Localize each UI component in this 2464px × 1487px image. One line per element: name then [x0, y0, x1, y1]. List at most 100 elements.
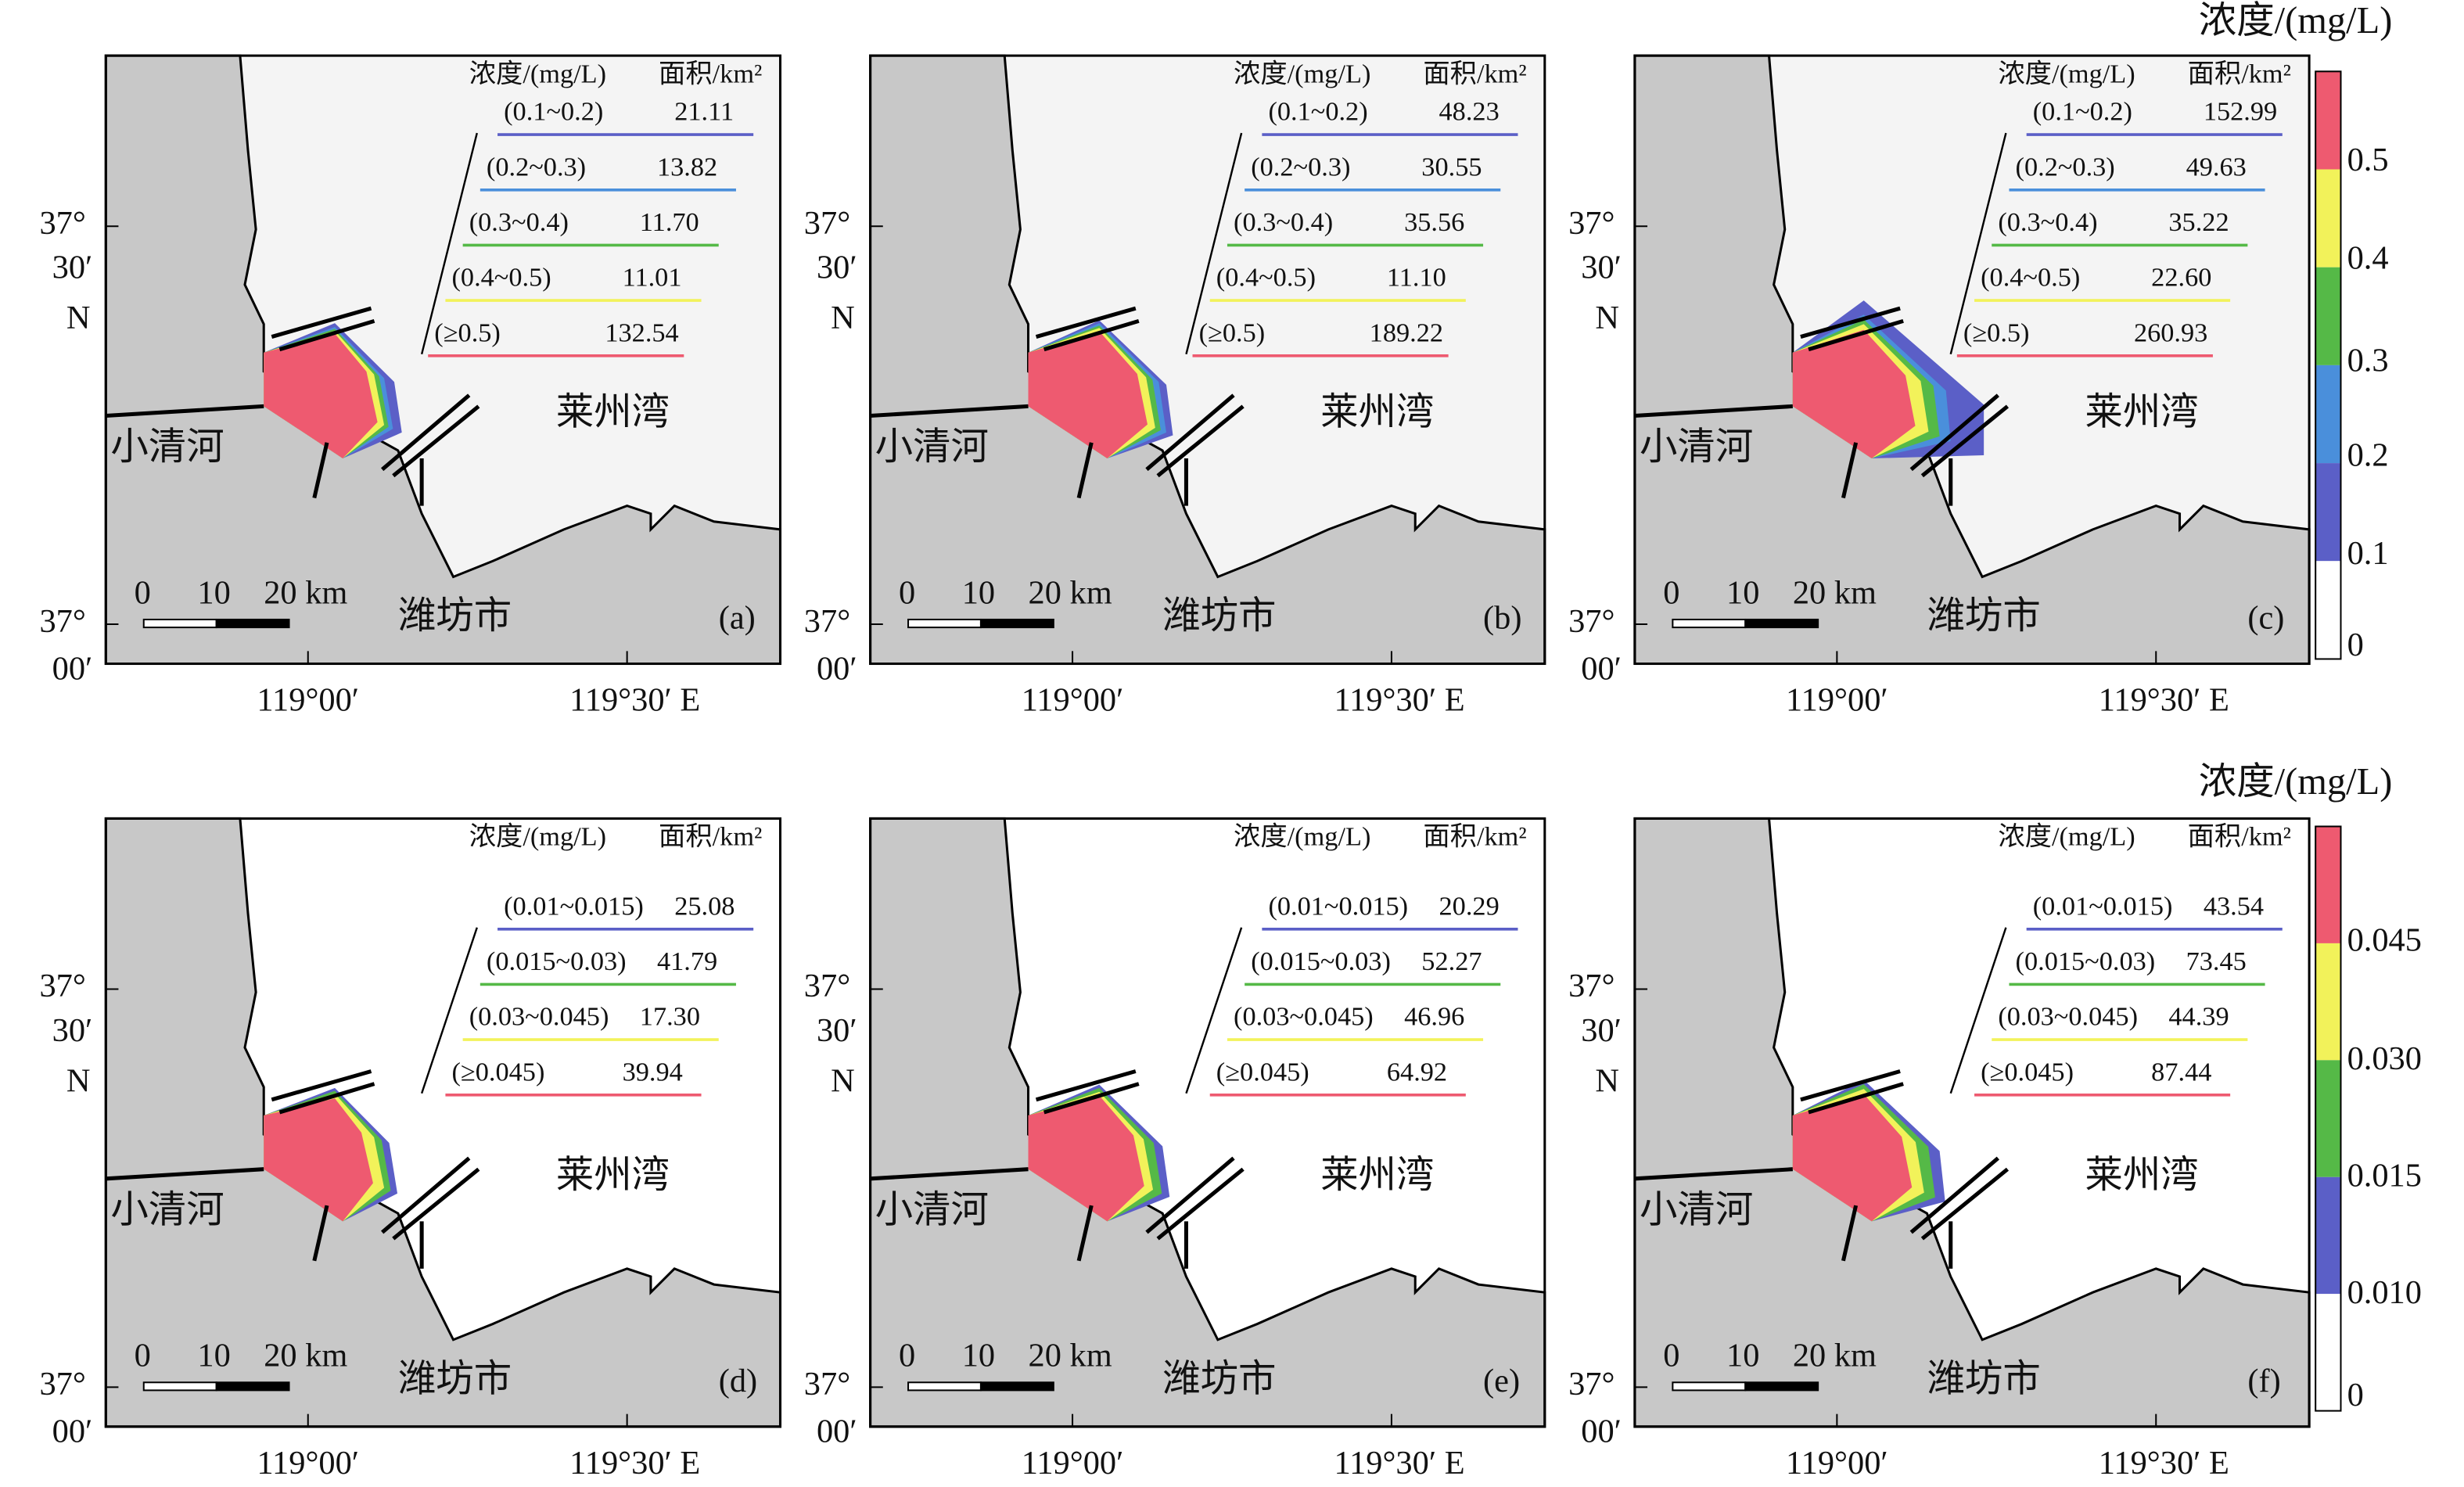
legend-range: (0.03~0.045): [1234, 1002, 1374, 1032]
scale-white: [907, 1381, 982, 1392]
legend-area: 52.27: [1421, 946, 1482, 976]
coast-line: [1076, 1205, 1094, 1262]
frame: [869, 54, 1546, 666]
coast-line: [312, 1205, 329, 1262]
lat-label: 00′: [1581, 650, 1622, 687]
frame: [1633, 54, 2311, 666]
coast-line: [1841, 442, 1859, 499]
coast-line: [1808, 1082, 1904, 1115]
scale-white: [1672, 618, 1747, 629]
legend-area: 25.08: [674, 891, 735, 921]
scale-white: [907, 618, 982, 629]
lon-label: 119°30′ E: [1334, 682, 1464, 719]
coast-line: [1800, 306, 1901, 339]
legend-header: 浓度/(mg/L): [469, 822, 606, 852]
coast-line: [1920, 1167, 2010, 1241]
legend-range: (0.01~0.015): [1268, 891, 1408, 921]
legend-range: (0.2~0.3): [1251, 152, 1350, 181]
colorbar-segment: [2315, 71, 2341, 170]
colorbar-frame: [2315, 825, 2342, 1412]
lon-label: 119°00′: [257, 682, 359, 719]
panel-label: (d): [719, 1363, 757, 1399]
coast-line: [1841, 1205, 1859, 1262]
lon-label: 119°00′: [1022, 1445, 1124, 1482]
legend-range: (0.03~0.045): [469, 1002, 609, 1032]
legend-area: 43.54: [2204, 891, 2264, 921]
coast-line: [106, 404, 264, 418]
colorbar-tick: 0.5: [2347, 142, 2389, 178]
scale-label: 10: [197, 1338, 230, 1374]
frame: [104, 54, 782, 666]
coast-line: [870, 404, 1029, 418]
lat-label: 37°: [804, 968, 850, 1004]
legend-slant: [1949, 927, 2007, 1094]
land: [869, 54, 1546, 666]
legend-area: 39.94: [623, 1057, 683, 1087]
legend-range: (0.01~0.015): [504, 891, 644, 921]
panel-label: (e): [1483, 1363, 1520, 1399]
river-label: 小清河: [1640, 1189, 1753, 1230]
colorbar-title: 浓度/(mg/L): [2199, 761, 2393, 803]
colorbar-title: 浓度/(mg/L): [2199, 0, 2393, 41]
legend-header: 面积/km²: [2188, 59, 2291, 88]
scale-label: 10: [1726, 574, 1759, 611]
lat-label: 37°: [39, 205, 85, 242]
lat-label: 37°: [1568, 968, 1615, 1004]
legend-header: 浓度/(mg/L): [1234, 59, 1370, 88]
legend-header: 面积/km²: [1423, 822, 1526, 852]
legend-range: (≥0.5): [434, 318, 501, 347]
scale-white: [142, 1381, 217, 1392]
coast-line: [1909, 1156, 1999, 1234]
legend-area: 20.29: [1439, 891, 1500, 921]
plume-band: [1792, 1094, 1913, 1222]
land: [1633, 817, 2311, 1428]
lon-label: 119°30′ E: [569, 1445, 700, 1482]
colorbar-segment: [2315, 826, 2341, 943]
lat-label: 00′: [817, 1413, 857, 1450]
scale-label: 10: [197, 574, 230, 611]
lat-label: 00′: [52, 1413, 93, 1450]
colorbar-tick: 0.3: [2347, 343, 2389, 379]
lat-label: 00′: [817, 650, 857, 687]
legend-range: (0.1~0.2): [504, 97, 603, 127]
coast-line: [271, 1069, 372, 1102]
colorbar-tick: 0.030: [2347, 1040, 2422, 1077]
legend-range: (0.1~0.2): [2033, 97, 2132, 127]
bay-label: 莱州湾: [1320, 391, 1434, 433]
panel-label: (c): [2247, 600, 2284, 637]
map-panel: 浓度/(mg/L) 面积/km² (0.01~0.015) 43.54 (0.015~0…: [1568, 817, 2311, 1482]
legend-area: 260.93: [2134, 318, 2207, 347]
legend-area: 87.44: [2151, 1057, 2211, 1087]
legend-area: 35.56: [1404, 207, 1464, 237]
bay-label: 莱州湾: [1320, 1154, 1434, 1196]
legend-area: 44.39: [2168, 1002, 2229, 1032]
coast-line: [1145, 393, 1235, 472]
lat-label: 30′: [1581, 1012, 1622, 1049]
legend-range: (0.2~0.3): [2016, 152, 2115, 181]
legend-area: 41.79: [657, 946, 717, 976]
coast-line: [1035, 306, 1137, 339]
legend-area: 189.22: [1370, 318, 1443, 347]
lat-label: 37°: [1568, 1366, 1615, 1403]
land: [1633, 54, 2311, 666]
scale-label: 0: [1663, 1338, 1679, 1374]
scale-label: 20 km: [1029, 1338, 1112, 1374]
colorbar-tick: 0.2: [2347, 437, 2389, 474]
scale-label: 0: [135, 1338, 151, 1374]
scale-black: [215, 1381, 290, 1392]
lat-label: 30′: [817, 1012, 857, 1049]
coast-line: [1076, 442, 1094, 499]
legend-area: 30.55: [1421, 152, 1482, 181]
plume-band: [1792, 329, 1916, 459]
lon-label: 119°30′ E: [2099, 682, 2229, 719]
lat-label: 37°: [804, 603, 850, 640]
lon-label: 119°30′ E: [2099, 1445, 2229, 1482]
legend-range: (0.4~0.5): [1216, 263, 1316, 293]
coast-line: [381, 1156, 471, 1234]
colorbar-tick: 0.015: [2347, 1158, 2422, 1194]
colorbar-segment: [2315, 943, 2341, 1061]
legend-header: 面积/km²: [659, 822, 762, 852]
lat-label: N: [831, 300, 855, 336]
panel-label: (b): [1483, 600, 1521, 637]
city-label: 潍坊市: [1927, 1358, 2040, 1399]
